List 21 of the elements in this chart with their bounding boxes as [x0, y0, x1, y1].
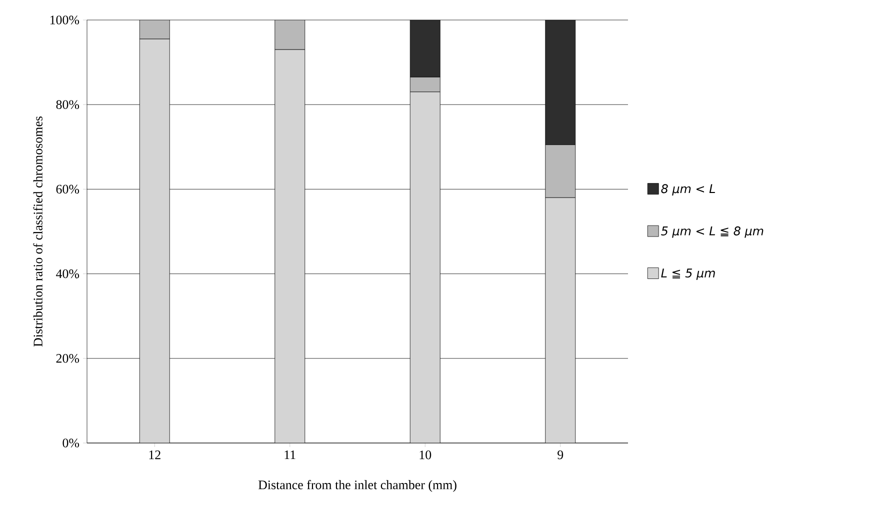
bar: [545, 20, 576, 145]
y-tick-label: 60%: [56, 184, 80, 194]
y-axis-title: Distribution ratio of classified chromosomes: [33, 116, 42, 347]
y-tick-label: 100%: [50, 16, 80, 24]
y-tick-label: 80%: [56, 100, 80, 109]
bar: [139, 38, 170, 443]
y-tick-label: 40%: [56, 269, 80, 278]
x-axis-title: Distance from the inlet chamber (mm): [258, 480, 456, 492]
bar: [410, 20, 440, 78]
legend-label: 8 μm < L: [661, 184, 716, 196]
x-tick-label: 9: [558, 450, 564, 460]
legend-label: 5 μm < L ≦ 8 μm: [661, 226, 764, 238]
bar: [545, 197, 576, 443]
bar: [410, 92, 440, 443]
x-tick-label: 11: [284, 450, 296, 460]
y-tick-label: 20%: [56, 354, 80, 363]
legend-label: L ≦ 5 μm: [661, 268, 715, 280]
x-tick-label: 10: [420, 450, 432, 460]
x-tick-label: 12: [149, 450, 160, 460]
bar: [274, 49, 306, 443]
y-tick-label: 0%: [62, 438, 80, 448]
